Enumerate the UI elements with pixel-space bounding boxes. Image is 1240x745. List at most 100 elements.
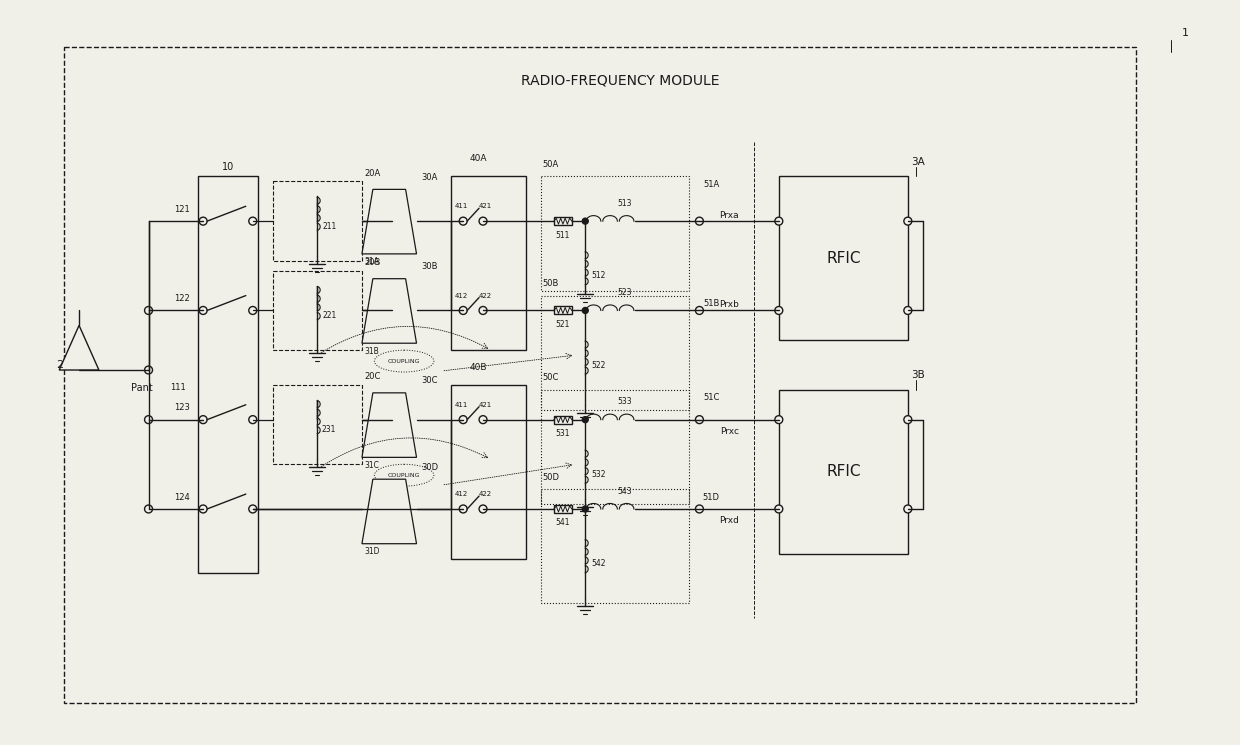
- Text: 412: 412: [455, 491, 467, 497]
- Circle shape: [459, 217, 467, 225]
- Circle shape: [696, 217, 703, 225]
- Bar: [779, 390, 908, 554]
- Circle shape: [696, 306, 703, 314]
- Text: RFIC: RFIC: [826, 464, 861, 479]
- Circle shape: [145, 505, 153, 513]
- Circle shape: [459, 505, 467, 513]
- Bar: [541, 177, 689, 291]
- Text: 40A: 40A: [470, 154, 487, 163]
- Bar: [273, 270, 362, 350]
- Text: 40B: 40B: [470, 363, 487, 372]
- Text: 411: 411: [455, 203, 467, 209]
- Circle shape: [583, 506, 588, 512]
- Text: 541: 541: [556, 519, 569, 527]
- Circle shape: [249, 306, 257, 314]
- Polygon shape: [362, 393, 417, 457]
- Text: 30A: 30A: [422, 173, 438, 182]
- Text: 122: 122: [175, 294, 190, 303]
- Text: 1: 1: [1182, 28, 1189, 37]
- Circle shape: [775, 416, 782, 424]
- Circle shape: [696, 416, 703, 424]
- Bar: [541, 489, 689, 603]
- Text: 50A: 50A: [543, 160, 559, 169]
- Text: 31D: 31D: [365, 547, 379, 557]
- Text: 421: 421: [479, 402, 491, 408]
- Circle shape: [249, 505, 257, 513]
- Text: 30C: 30C: [422, 376, 438, 385]
- Circle shape: [249, 416, 257, 424]
- Bar: [541, 296, 689, 410]
- Text: 111: 111: [170, 384, 186, 393]
- Text: Prxc: Prxc: [719, 427, 739, 436]
- Bar: [64, 48, 1136, 703]
- Circle shape: [775, 217, 782, 225]
- Text: 51D: 51D: [703, 492, 719, 501]
- Text: 3B: 3B: [911, 370, 925, 380]
- Text: Prxb: Prxb: [719, 300, 739, 309]
- Text: 50B: 50B: [543, 279, 559, 288]
- Bar: [451, 385, 526, 559]
- Text: 543: 543: [618, 486, 632, 495]
- Text: 51A: 51A: [703, 180, 719, 189]
- Text: 30D: 30D: [422, 463, 439, 472]
- Polygon shape: [60, 326, 99, 370]
- Text: 51C: 51C: [703, 393, 719, 402]
- Text: 532: 532: [591, 470, 605, 479]
- Text: 3A: 3A: [911, 156, 925, 167]
- Circle shape: [904, 217, 911, 225]
- Bar: [554, 416, 572, 424]
- Text: 533: 533: [618, 397, 632, 406]
- Text: 523: 523: [618, 288, 632, 297]
- Text: 20A: 20A: [363, 169, 381, 178]
- Text: 10: 10: [222, 162, 234, 171]
- Bar: [554, 505, 572, 513]
- Bar: [554, 306, 572, 314]
- Circle shape: [145, 416, 153, 424]
- Text: 422: 422: [479, 491, 491, 497]
- Text: 531: 531: [556, 429, 569, 438]
- Text: 211: 211: [322, 221, 336, 231]
- Text: 411: 411: [455, 402, 467, 408]
- Text: 123: 123: [175, 403, 190, 412]
- Text: RADIO-FREQUENCY MODULE: RADIO-FREQUENCY MODULE: [521, 73, 719, 87]
- Text: Pant: Pant: [130, 383, 153, 393]
- Text: 231: 231: [322, 425, 336, 434]
- Text: 513: 513: [618, 199, 632, 208]
- Bar: [541, 390, 689, 504]
- Text: 542: 542: [591, 559, 605, 568]
- Circle shape: [583, 218, 588, 224]
- Circle shape: [200, 306, 207, 314]
- Text: 50C: 50C: [543, 373, 559, 382]
- Text: 124: 124: [175, 492, 190, 501]
- Circle shape: [479, 416, 487, 424]
- Circle shape: [904, 505, 911, 513]
- Text: 51B: 51B: [703, 299, 719, 308]
- Text: Prxd: Prxd: [719, 516, 739, 525]
- Text: RFIC: RFIC: [826, 251, 861, 266]
- Circle shape: [775, 505, 782, 513]
- Text: 521: 521: [556, 320, 569, 329]
- Text: 511: 511: [556, 230, 569, 240]
- Circle shape: [459, 416, 467, 424]
- Bar: [273, 182, 362, 261]
- Bar: [451, 177, 526, 350]
- Text: 31B: 31B: [365, 346, 379, 355]
- Polygon shape: [362, 479, 417, 544]
- Bar: [779, 177, 908, 340]
- Text: 121: 121: [175, 205, 190, 214]
- Text: 31C: 31C: [365, 461, 379, 470]
- Circle shape: [459, 306, 467, 314]
- Circle shape: [479, 306, 487, 314]
- Circle shape: [583, 308, 588, 314]
- Circle shape: [904, 306, 911, 314]
- Polygon shape: [362, 279, 417, 343]
- Text: 422: 422: [479, 293, 491, 299]
- Circle shape: [145, 306, 153, 314]
- Text: 20B: 20B: [363, 259, 381, 267]
- Text: Prxa: Prxa: [719, 211, 739, 220]
- Text: 30B: 30B: [422, 262, 438, 271]
- Circle shape: [583, 416, 588, 422]
- Circle shape: [904, 416, 911, 424]
- Circle shape: [696, 505, 703, 513]
- Circle shape: [479, 217, 487, 225]
